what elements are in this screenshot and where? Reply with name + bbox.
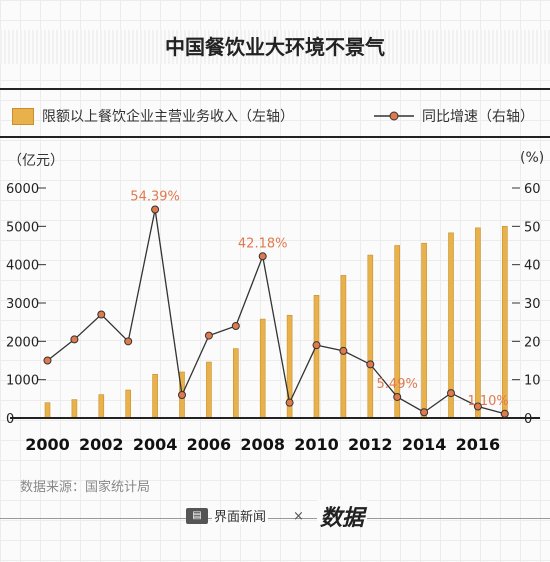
bar	[152, 373, 158, 419]
data-label: 5.49%	[377, 377, 418, 392]
legend-line-label: 同比增速（右轴）	[422, 109, 534, 125]
left-axis-tick-label: 2000	[6, 335, 39, 350]
growth-point	[97, 310, 106, 319]
left-axis-tick-label: 6000	[6, 182, 39, 197]
x-axis-tick-label: 2000	[25, 435, 70, 454]
bar	[233, 348, 239, 419]
x-axis-tick-label: 2006	[187, 435, 232, 454]
brand-shuju-logo: 数据	[317, 500, 368, 531]
left-axis-tick-label: 1000	[6, 374, 39, 389]
bar	[71, 399, 78, 419]
page-title: 中国餐饮业大环境不景气	[165, 35, 385, 59]
growth-point	[43, 356, 52, 365]
legend-bar-swatch	[12, 108, 34, 125]
growth-point	[151, 205, 160, 214]
brand-separator: ×	[293, 509, 304, 524]
legend: 限额以上餐饮企业主营业务收入（左轴） 同比增速（右轴）	[0, 106, 550, 128]
growth-point	[231, 322, 240, 330]
left-axis-tick-label: 0	[6, 412, 14, 427]
x-axis-tick-label: 2014	[402, 435, 447, 454]
legend-bar-label: 限额以上餐饮企业主营业务收入（左轴）	[42, 109, 294, 125]
brand-jiemian-label: 界面新闻	[212, 510, 269, 525]
right-axis-tick-label: 20	[524, 335, 541, 350]
chart: 0 1000 2000 3000 4000 5000 6000 0 10 20 30 40 50 60 20…	[6, 182, 541, 454]
growth-line	[47, 209, 505, 415]
bar	[475, 227, 481, 419]
left-axis-tick-label: 4000	[6, 259, 39, 274]
x-axis-tick-label: 2002	[79, 435, 124, 454]
right-axis-tick-label: 50	[524, 220, 541, 235]
growth-point	[312, 341, 321, 350]
growth-point	[285, 398, 294, 407]
growth-point	[447, 389, 455, 398]
left-axis-tick-label: 5000	[6, 220, 39, 235]
bar	[125, 389, 131, 419]
growth-point	[393, 392, 402, 401]
x-axis-tick-label: 2008	[240, 435, 285, 454]
right-axis-unit: (%)	[520, 150, 545, 166]
x-axis-tick-label: 2010	[294, 435, 339, 454]
bar	[340, 275, 347, 419]
right-axis-tick-label: 10	[524, 374, 541, 389]
data-label: 42.18%	[238, 236, 288, 251]
bar	[98, 394, 105, 419]
data-label: 1.10%	[467, 394, 508, 409]
right-axis-tick-label: 0	[524, 412, 532, 427]
x-axis-tick-label: 2016	[456, 435, 501, 454]
growth-point	[473, 402, 482, 411]
bar	[206, 361, 212, 419]
growth-point	[339, 346, 348, 355]
right-axis-tick-label: 60	[524, 182, 541, 197]
left-axis-tick-label: 3000	[6, 297, 39, 312]
growth-point	[500, 409, 509, 418]
growth-point	[178, 391, 186, 399]
legend-line-marker-icon	[374, 111, 414, 121]
bar	[421, 242, 427, 419]
bar	[394, 245, 401, 419]
left-axis-unit: （亿元）	[8, 153, 64, 169]
growth-point	[124, 337, 133, 346]
data-label: 54.39%	[130, 190, 180, 205]
jiemian-logo-icon: ▤	[186, 507, 208, 524]
legend-bottom-divider	[0, 136, 550, 138]
footer-divider	[0, 518, 550, 519]
bar	[313, 295, 320, 419]
x-axis-tick-label: 2012	[348, 435, 393, 454]
growth-point	[204, 331, 213, 340]
legend-top-divider	[0, 88, 550, 90]
bar	[44, 402, 51, 419]
growth-point	[258, 252, 267, 261]
bar	[501, 226, 508, 419]
title-band	[0, 30, 550, 64]
x-axis-tick-label: 2004	[133, 435, 178, 454]
brand-jiemian: ▤ 界面新闻	[186, 506, 269, 530]
growth-point	[366, 360, 375, 369]
growth-point	[70, 335, 79, 344]
bar	[259, 318, 266, 419]
right-axis-tick-label: 40	[524, 259, 541, 274]
data-source: 数据来源：国家统计局	[20, 480, 151, 495]
growth-point	[420, 408, 429, 417]
right-axis-tick-label: 30	[524, 297, 541, 312]
bar	[367, 254, 374, 419]
